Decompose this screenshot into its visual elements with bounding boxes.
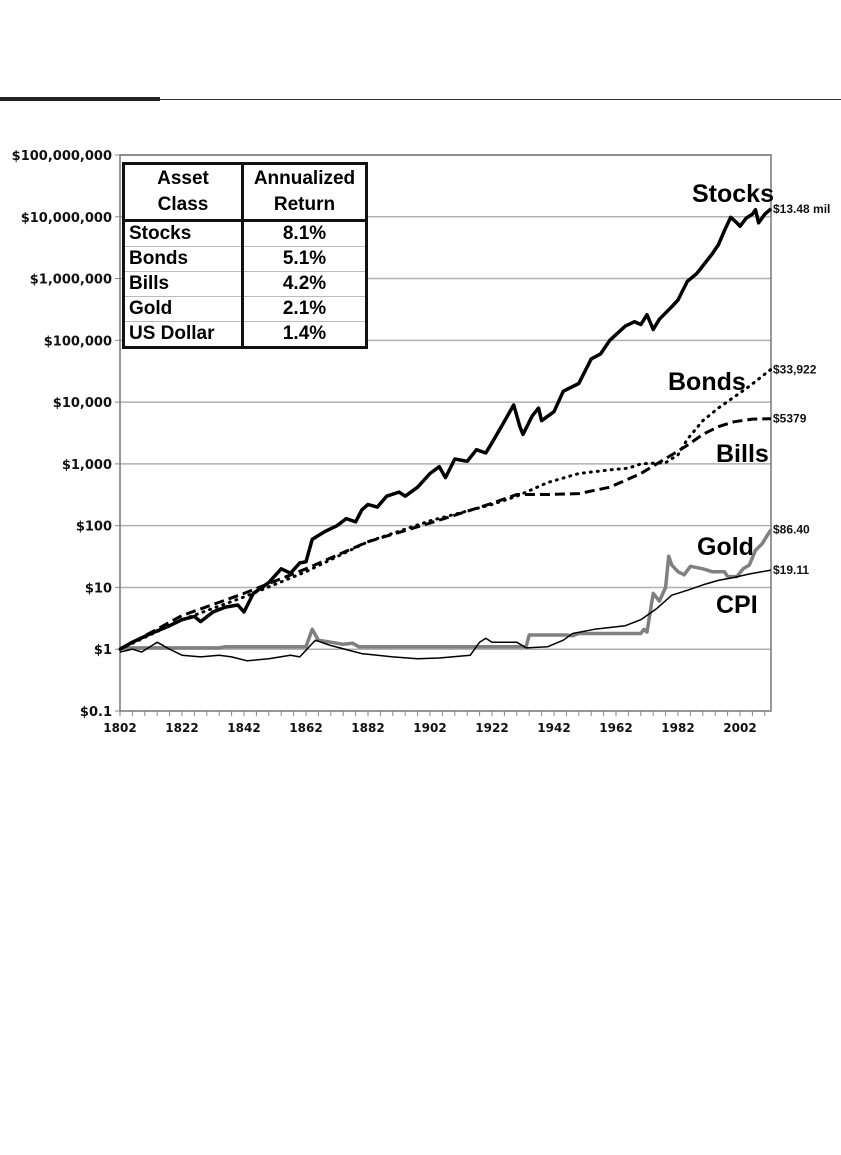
table-header-text: Asset Class — [157, 168, 209, 215]
plot-area-border — [119, 154, 772, 712]
x-tick-label: 1862 — [289, 721, 322, 735]
x-tick-label: 1842 — [227, 721, 260, 735]
y-tick-label: $10,000,000 — [21, 211, 112, 226]
table-row: Stocks 8.1% — [123, 220, 367, 247]
x-tick-label: 1902 — [413, 721, 446, 735]
table-row: Bills 4.2% — [123, 271, 367, 297]
series-line-bills — [119, 417, 772, 651]
asset-class-cell: Gold — [123, 296, 243, 322]
asset-class-cell: Bills — [123, 271, 243, 297]
x-tick-label: 1942 — [537, 721, 570, 735]
series-annotation-bonds: Bonds — [668, 368, 746, 396]
x-tick-label: 1922 — [475, 721, 508, 735]
y-tick-label: $1 — [94, 643, 112, 658]
x-tick-label: 1982 — [661, 721, 694, 735]
end-value-label-bonds: $33,922 — [773, 362, 817, 376]
table-row: Bonds 5.1% — [123, 246, 367, 272]
y-tick-label: $100,000 — [44, 334, 112, 349]
chart: $0.1 $1 $10 $100 $1,000 $10,000 $100,000 $1,000… — [12, 149, 831, 735]
series-line-cpi — [119, 569, 772, 662]
end-value-label-gold: $86.40 — [773, 523, 810, 537]
y-tick-label: $1,000,000 — [30, 273, 112, 288]
y-tick-label: $10,000 — [53, 396, 112, 411]
table-row: Gold 2.1% — [123, 296, 367, 322]
y-tick-label: $1,000 — [62, 458, 112, 473]
header-rule-thick — [0, 97, 160, 101]
table-header-text: Annualized Return — [253, 168, 356, 215]
y-tick-label: $0.1 — [80, 705, 112, 720]
series-annotation-bills: Bills — [716, 440, 769, 468]
series-line-gold — [120, 528, 773, 650]
return-cell: 4.2% — [241, 271, 367, 297]
x-tick-label: 2002 — [723, 721, 756, 735]
y-tick-label: $100,000,000 — [12, 149, 112, 164]
x-tick-label: 1802 — [103, 721, 136, 735]
table-row: US Dollar 1.4% — [123, 321, 367, 348]
series-line-bonds — [118, 367, 773, 651]
return-cell: 5.1% — [241, 246, 367, 272]
asset-class-cell: Stocks — [123, 220, 243, 247]
asset-class-cell: US Dollar — [123, 321, 243, 348]
y-tick-label: $10 — [85, 581, 112, 596]
end-value-label-bills: $5379 — [773, 412, 807, 426]
table-header-asset-class: Asset Class — [123, 163, 243, 222]
end-value-label-stocks: $13.48 mil — [773, 202, 830, 216]
x-tick-label: 1822 — [165, 721, 198, 735]
x-tick-label: 1882 — [351, 721, 384, 735]
series-annotation-gold: Gold — [697, 533, 754, 561]
return-cell: 8.1% — [241, 220, 367, 247]
y-tick-label: $100 — [76, 520, 112, 535]
return-cell: 1.4% — [241, 321, 367, 348]
series-annotation-cpi: CPI — [716, 591, 758, 619]
asset-class-cell: Bonds — [123, 246, 243, 272]
series-annotation-stocks: Stocks — [692, 180, 774, 208]
return-cell: 2.1% — [241, 296, 367, 322]
table-header-annualized-return: Annualized Return — [241, 163, 367, 222]
table-header-row: Asset Class Annualized Return — [123, 163, 367, 222]
end-value-label-cpi: $19.11 — [773, 563, 809, 577]
series-line-stocks — [119, 207, 773, 651]
x-tick-label: 1962 — [599, 721, 632, 735]
returns-table: Asset Class Annualized Return Stocks 8.1%… — [122, 162, 368, 349]
header-rule-thin — [160, 99, 841, 100]
